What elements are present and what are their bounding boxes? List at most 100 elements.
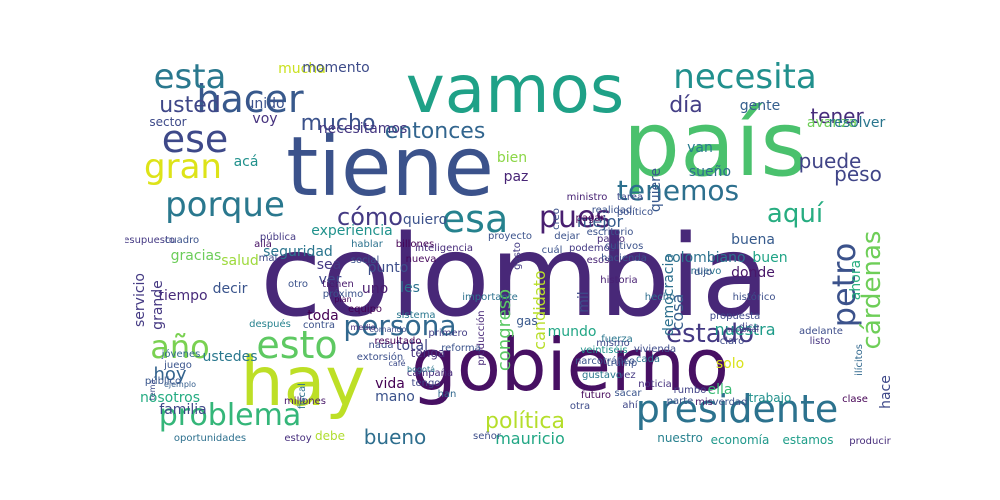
cloud-word-fiscal: fiscal	[297, 383, 308, 409]
cloud-word-hoy: hoy	[153, 364, 186, 385]
cloud-word-adelante: adelante	[799, 326, 843, 337]
cloud-word-billones: billones	[396, 239, 435, 250]
cloud-word-tener: tener	[810, 104, 864, 128]
cloud-word-parte: parte	[667, 396, 694, 407]
cloud-word-mismo: mismo	[596, 338, 630, 349]
cloud-word-buen: buen	[752, 250, 787, 266]
cloud-word-hecho: hecho	[645, 292, 675, 303]
cloud-word-gente: gente	[740, 98, 780, 114]
cloud-word-colombia: colombia	[260, 212, 770, 342]
cloud-word-trabajo: trabajo	[749, 391, 792, 405]
cloud-word-otro: otro	[288, 279, 308, 290]
cloud-word-cultivos: cultivos	[605, 241, 644, 252]
cloud-word-vamos: vamos	[406, 51, 625, 128]
cloud-word-presidente: presidente	[636, 387, 839, 431]
cloud-word-hacer: hacer	[196, 77, 304, 121]
cloud-word-mucho: mucho	[301, 111, 376, 136]
cloud-word-gasto: gasto	[512, 242, 523, 270]
cloud-word-cuadro: cuadro	[165, 235, 199, 246]
cloud-word-primero: primero	[428, 328, 467, 339]
cloud-word-ahí: ahí	[622, 399, 638, 411]
cloud-word-paz: paz	[504, 169, 529, 185]
cloud-word-usted: usted	[159, 93, 221, 118]
cloud-word-político: político	[617, 206, 653, 218]
cloud-word-toda: toda	[307, 308, 339, 324]
cloud-word-esto: esto	[256, 323, 337, 367]
cloud-word-cuál: cuál	[542, 244, 563, 256]
cloud-word-dice: dice	[739, 322, 760, 333]
cloud-word-cárdenas: cárdenas	[857, 231, 887, 350]
cloud-word-próximo: próximo	[323, 288, 364, 300]
cloud-word-sueño: sueño	[689, 164, 731, 180]
cloud-word-donde: donde	[731, 265, 775, 281]
cloud-word-punto: punto	[368, 260, 409, 276]
cloud-word-campaña: campaña	[407, 368, 453, 379]
cloud-word-mano: mano	[375, 389, 415, 405]
cloud-word-bien: bien	[497, 150, 527, 166]
cloud-word-social: social	[351, 255, 380, 266]
cloud-word-familia: familia	[159, 402, 206, 418]
cloud-word-han: han	[438, 389, 457, 400]
cloud-word-señor: señor	[473, 431, 502, 442]
cloud-word-puede: puede	[799, 149, 862, 173]
cloud-word-petro: petro	[825, 243, 863, 328]
cloud-word-mis: mis	[695, 397, 713, 408]
cloud-word-presupuesto: presupuesto	[125, 235, 175, 246]
cloud-word-futuro: futuro	[581, 390, 611, 401]
cloud-word-entonces: entonces	[385, 119, 486, 144]
cloud-word-ese: ese	[162, 117, 229, 161]
cloud-word-cosa: cosa	[668, 294, 687, 331]
cloud-word-nuestro: nuestro	[657, 431, 703, 445]
cloud-word-tema: tema	[148, 380, 157, 401]
cloud-word-después: después	[249, 318, 291, 330]
cloud-word-resultado: resultado	[375, 336, 422, 347]
cloud-word-experiencia: experiencia	[311, 223, 392, 239]
cloud-word-medio: medio	[351, 323, 376, 332]
cloud-word-allá: allá	[254, 238, 272, 250]
cloud-word-ustedes: ustedes	[202, 349, 257, 365]
cloud-word-mal: mal	[259, 253, 278, 264]
cloud-word-mauricio: mauricio	[495, 429, 565, 448]
cloud-word-historia: historia	[600, 275, 637, 286]
cloud-word-pacto: pacto	[597, 234, 625, 245]
cloud-word-podemos: podemos	[569, 243, 615, 254]
cloud-word-estado: estado	[666, 319, 754, 349]
cloud-word-producción: producción	[475, 310, 487, 365]
cloud-word-bueno: bueno	[364, 425, 427, 449]
cloud-word-ella: ella	[708, 382, 733, 398]
cloud-word-nuevo: nuevo	[691, 266, 722, 277]
cloud-word-plan: plan	[334, 295, 351, 304]
cloud-word-país: país	[623, 92, 807, 197]
cloud-word-público: público	[145, 375, 181, 387]
cloud-word-mucha: mucha	[278, 61, 326, 77]
cloud-word-persona: persona	[343, 309, 456, 342]
cloud-word-aquí: aquí	[767, 199, 824, 229]
cloud-word-peso: peso	[834, 162, 882, 186]
cloud-word-momento: momento	[302, 60, 369, 76]
cloud-word-tiempo: tiempo	[158, 288, 207, 304]
cloud-word-jóvenes: jóvenes	[161, 348, 201, 360]
cloud-word-contra: contra	[303, 320, 335, 331]
cloud-word-tarea: tarea	[617, 192, 643, 203]
cloud-word-seguridad: seguridad	[263, 244, 333, 260]
cloud-word-clase: clase	[842, 394, 868, 405]
cloud-word-hay: hay	[240, 343, 365, 422]
cloud-word-servicio: servicio	[132, 273, 148, 327]
cloud-word-fuerza: fuerza	[601, 334, 633, 345]
cloud-word-decir: decir	[213, 281, 248, 297]
cloud-word-colombiano: colombiano	[664, 250, 745, 266]
cloud-word-tengo: tengo	[412, 378, 441, 389]
cloud-word-ilícitos: ilícitos	[853, 344, 865, 376]
cloud-word-mil: mil	[576, 291, 592, 312]
cloud-word-pagar: pagar	[575, 213, 605, 224]
cloud-word-unido: unido	[245, 96, 284, 112]
cloud-word-nada: nada	[369, 340, 394, 351]
cloud-word-juego: juego	[163, 360, 192, 371]
cloud-word-tenemos: tenemos	[617, 174, 739, 207]
cloud-word-porque: porque	[165, 185, 285, 225]
cloud-word-gustavo: gustavo	[582, 370, 622, 381]
cloud-word-día: día	[669, 93, 703, 118]
cloud-word-necesita: necesita	[673, 57, 816, 97]
cloud-word-nuestra: nuestra	[714, 320, 775, 339]
